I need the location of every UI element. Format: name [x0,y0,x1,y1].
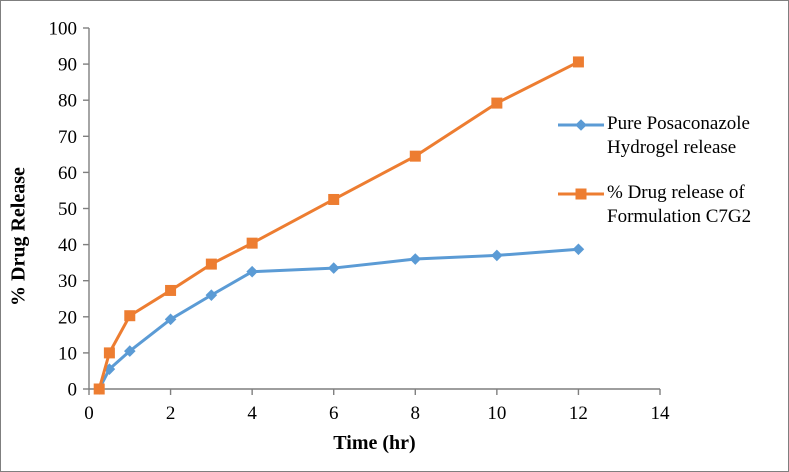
y-tick-label: 60 [58,163,77,184]
legend: Pure Posaconazole Hydrogel release % Dru… [557,112,785,229]
y-tick-label: 0 [68,380,78,401]
legend-item-series-2: % Drug release of Formulation C7G2 [557,181,785,229]
legend-swatch-marker [575,188,587,200]
legend-swatch-square-icon [558,188,604,200]
y-tick-label: 90 [58,55,77,76]
data-point-marker [572,56,584,68]
series-line [97,247,579,390]
data-point-marker [246,237,258,249]
series-2 [93,56,584,395]
data-point-marker [165,284,177,296]
y-tick-label: 40 [58,235,77,256]
data-point-marker [205,258,217,270]
x-tick-label: 6 [329,403,339,424]
legend-swatch-marker [575,119,587,131]
data-point-marker [572,243,585,256]
y-tick-label: 70 [58,127,77,148]
data-point-marker [409,150,421,162]
x-tick-label: 2 [166,403,176,424]
data-point-marker [93,383,105,395]
data-point-marker [327,262,340,274]
data-point-marker [124,310,136,322]
x-tick-label: 0 [84,403,94,424]
y-tick-label: 100 [49,19,78,40]
data-point-marker [328,193,340,205]
legend-label: % Drug release of Formulation C7G2 [607,182,752,227]
x-tick-label: 14 [651,403,671,424]
data-point-marker [491,97,503,109]
x-tick-label: 12 [569,403,588,424]
legend-swatch-diamond-icon [558,119,604,131]
data-point-marker [491,249,503,262]
y-tick-label: 80 [58,91,77,112]
data-point-marker [103,347,115,359]
x-tick-label: 8 [411,403,421,424]
y-axis-title: % Drug Release [7,167,30,306]
y-tick-label: 10 [58,343,77,364]
y-tick-label: 20 [58,307,77,328]
legend-label: Pure Posaconazole Hydrogel release [607,113,750,158]
x-tick-label: 10 [487,403,506,424]
legend-item-series-1: Pure Posaconazole Hydrogel release [557,112,785,160]
x-axis-title: Time (hr) [333,432,416,454]
data-point-marker [164,313,177,326]
x-tick-label: 4 [247,403,257,424]
y-tick-label: 50 [58,199,77,220]
series-1 [93,243,585,395]
y-tick-label: 30 [58,271,77,292]
data-point-marker [409,253,422,265]
series-line [97,60,580,390]
data-point-marker [246,265,258,278]
